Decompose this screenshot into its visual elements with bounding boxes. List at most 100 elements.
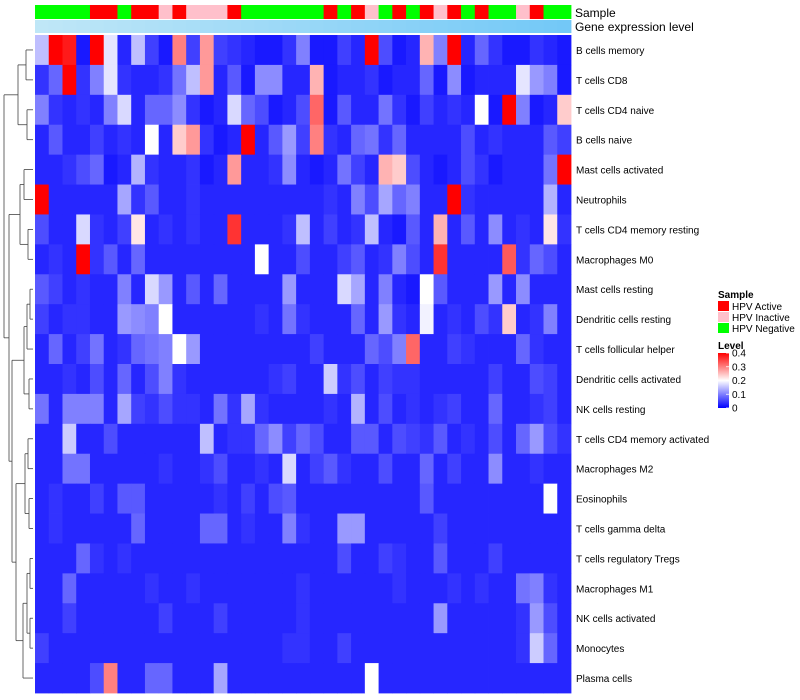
heatmap-cell — [76, 513, 91, 544]
sample-annotation-cell — [488, 5, 503, 19]
heatmap-cell — [323, 304, 338, 335]
heatmap-cell — [172, 603, 187, 634]
heatmap-cell — [144, 184, 160, 215]
heatmap-cell — [213, 513, 228, 544]
heatmap-cell — [447, 603, 462, 634]
heatmap-cell — [158, 94, 173, 126]
sample-annotation-cell — [337, 5, 352, 19]
heatmap-cell — [364, 603, 379, 634]
heatmap-cell — [433, 513, 448, 544]
heatmap-cell — [144, 274, 160, 305]
heatmap-cell — [529, 124, 544, 156]
sample-legend-swatch — [718, 312, 729, 322]
heatmap-cell — [309, 154, 325, 185]
heatmap-cell — [158, 64, 173, 96]
heatmap-cell — [502, 453, 517, 485]
row-label: NK cells activated — [576, 614, 655, 625]
heatmap-cell — [461, 543, 476, 574]
heatmap-cell — [419, 453, 434, 485]
heatmap-cell — [103, 94, 118, 126]
heatmap-cell — [35, 513, 50, 544]
heatmap-cell — [337, 35, 352, 66]
heatmap-cell — [447, 124, 462, 156]
expression-annotation-cell — [378, 20, 393, 33]
heatmap-cell — [227, 423, 242, 455]
heatmap-cell — [213, 423, 228, 455]
heatmap-cell — [557, 483, 572, 514]
heatmap-cell — [337, 154, 352, 185]
heatmap-cell — [364, 184, 379, 215]
heatmap-cell — [351, 603, 366, 634]
heatmap-cell — [76, 423, 91, 455]
heatmap-cell — [461, 603, 476, 634]
heatmap-cell — [406, 35, 421, 66]
heatmap-cell — [447, 334, 462, 365]
heatmap-cell — [433, 124, 448, 156]
heatmap-cell — [364, 663, 379, 694]
heatmap-cell — [296, 543, 311, 574]
heatmap-cell — [62, 364, 77, 395]
heatmap-cell — [557, 364, 572, 395]
heatmap-cell — [117, 663, 132, 694]
expression-annotation-cell — [406, 20, 421, 33]
heatmap-cell — [213, 94, 228, 126]
heatmap-cell — [89, 453, 105, 485]
heatmap-cell — [213, 663, 228, 694]
heatmap-cell — [186, 94, 201, 126]
heatmap-cell — [254, 663, 270, 694]
heatmap-cell — [488, 543, 503, 574]
heatmap-cell — [227, 94, 242, 126]
heatmap-cell — [254, 334, 270, 365]
sample-legend-swatch — [718, 323, 729, 333]
heatmap-cell — [392, 453, 407, 485]
heatmap-cell — [117, 393, 132, 425]
heatmap-cell — [474, 184, 489, 215]
heatmap-cell — [323, 393, 338, 425]
heatmap-cell — [337, 423, 352, 455]
heatmap-cell — [296, 453, 311, 485]
heatmap-cell — [172, 453, 187, 485]
heatmap-cell — [199, 35, 215, 66]
heatmap-cell — [186, 423, 201, 455]
heatmap-cell — [254, 513, 270, 544]
heatmap-cell — [378, 513, 393, 544]
heatmap-cell — [89, 214, 105, 245]
heatmap-cell — [337, 184, 352, 215]
row-label: Plasma cells — [576, 674, 632, 685]
heatmap-cell — [144, 94, 160, 126]
heatmap-cell — [337, 543, 352, 574]
heatmap-cell — [89, 184, 105, 215]
heatmap-cell — [488, 64, 503, 96]
heatmap-cell — [172, 483, 187, 514]
heatmap-cell — [447, 423, 462, 455]
heatmap-cell — [461, 573, 476, 604]
heatmap-cell — [199, 334, 215, 365]
heatmap-cell — [48, 603, 63, 634]
expression-annotation-cell — [172, 20, 187, 33]
heatmap-cell — [282, 453, 297, 485]
heatmap-cell — [543, 244, 558, 275]
heatmap-cell — [488, 573, 503, 604]
heatmap-cell — [131, 453, 146, 485]
heatmap-cell — [172, 244, 187, 275]
heatmap-cell — [488, 124, 503, 156]
heatmap-cell — [227, 603, 242, 634]
heatmap-cell — [241, 364, 256, 395]
heatmap-cell — [199, 423, 215, 455]
heatmap-cell — [144, 334, 160, 365]
heatmap-cell — [35, 94, 50, 126]
heatmap-cell — [172, 543, 187, 574]
heatmap-cell — [48, 364, 63, 395]
expression-annotation-bar — [35, 20, 572, 33]
heatmap-cell — [378, 334, 393, 365]
heatmap-cell — [433, 633, 448, 664]
heatmap-cell — [117, 124, 132, 156]
heatmap-cell — [131, 94, 146, 126]
heatmap-cell — [117, 543, 132, 574]
heatmap-cell — [144, 423, 160, 455]
heatmap-cell — [62, 663, 77, 694]
heatmap-cell — [323, 154, 338, 185]
heatmap-cell — [529, 663, 544, 694]
heatmap-cell — [516, 35, 531, 66]
heatmap-cell — [419, 184, 434, 215]
